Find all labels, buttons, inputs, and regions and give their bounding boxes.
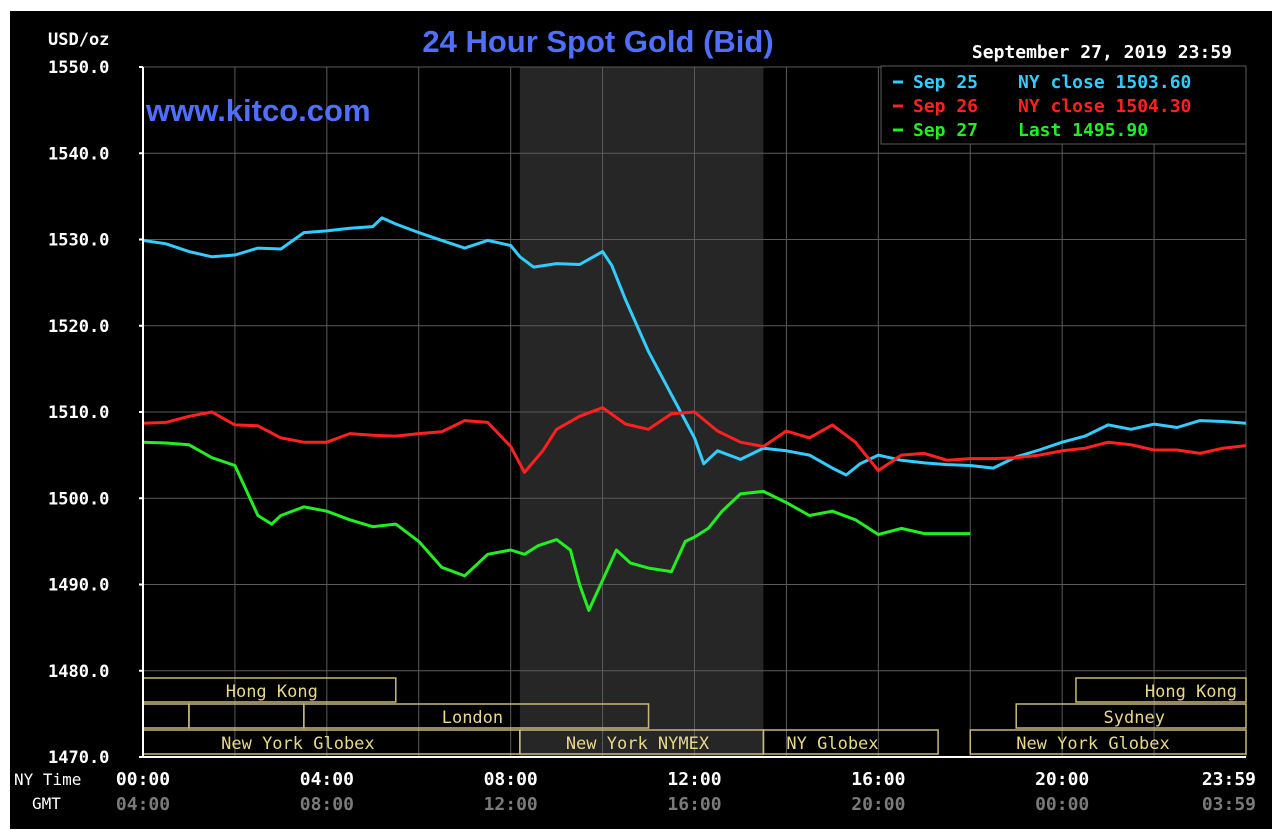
y-tick-label: 1470.0	[48, 748, 109, 768]
session-label: Hong Kong	[1145, 682, 1237, 702]
series-line	[142, 216, 1247, 477]
y-tick-label: 1500.0	[48, 489, 109, 509]
x-tick-label-gmt: 12:00	[484, 794, 538, 815]
x-tick-label-ny: 16:00	[851, 769, 905, 790]
session-label: London	[442, 708, 503, 728]
session-bar	[1075, 677, 1247, 703]
legend-date: Sep 26	[913, 96, 978, 117]
x-tick-label-ny: 08:00	[484, 769, 538, 790]
legend-box	[880, 65, 1247, 145]
y-tick-label: 1530.0	[48, 231, 109, 251]
y-tick-label: 1490.0	[48, 576, 109, 596]
x-tick-label-ny: 00:00	[116, 769, 170, 790]
x-tick-label-gmt: 03:59	[1202, 794, 1256, 815]
x-tick-label-gmt: 00:00	[1035, 794, 1089, 815]
x-tick-label-ny: 12:00	[667, 769, 721, 790]
session-label: New York Globex	[221, 734, 375, 754]
x-tick-label-ny: 04:00	[300, 769, 354, 790]
session-label: NY Globex	[786, 734, 878, 754]
gmt-row-label: GMT	[32, 794, 61, 813]
session-label: New York NYMEX	[566, 734, 710, 754]
ny-time-row-label: NY Time	[14, 770, 81, 789]
x-tick-label-ny: 23:59	[1202, 769, 1256, 790]
legend-label: NY close 1503.60	[1018, 72, 1191, 93]
session-bars: Hong Kong Hong Kong London Sydney New York G…	[142, 677, 1247, 755]
x-tick-label-gmt: 16:00	[667, 794, 721, 815]
y-tick-label: 1540.0	[48, 144, 109, 164]
x-tick-label-gmt: 08:00	[300, 794, 354, 815]
series-line	[142, 440, 971, 612]
x-tick-label-gmt: 20:00	[851, 794, 905, 815]
date-label: September 27, 2019 23:59	[972, 42, 1232, 63]
session-label: Sydney	[1104, 708, 1165, 728]
session-bar	[303, 703, 650, 729]
session-bar	[1015, 703, 1247, 729]
y-axis-unit: USD/oz	[48, 30, 109, 50]
legend: Sep 25 NY close 1503.60 Sep 26 NY close 150…	[880, 65, 1247, 145]
x-tick-label-ny: 20:00	[1035, 769, 1089, 790]
legend-date: Sep 27	[913, 120, 978, 141]
y-tick-label: 1510.0	[48, 403, 109, 423]
x-tick-label-gmt: 04:00	[116, 794, 170, 815]
legend-label: Last 1495.90	[1018, 120, 1148, 141]
session-label: New York Globex	[1016, 734, 1170, 754]
price-lines	[142, 216, 1247, 612]
site-label: www.kitco.com	[145, 93, 371, 128]
series-line	[142, 406, 1247, 474]
legend-label: NY close 1504.30	[1018, 96, 1191, 117]
axes: 1550.0 1540.0 1530.0 1520.0 1510.0 1500.0 1490…	[48, 58, 1256, 815]
legend-date: Sep 25	[913, 72, 978, 93]
session-label: Hong Kong	[226, 682, 318, 702]
session-bar	[762, 729, 939, 755]
session-bar	[969, 729, 1247, 755]
chart-title: 24 Hour Spot Gold (Bid)	[422, 24, 773, 59]
y-tick-label: 1520.0	[48, 317, 109, 337]
y-tick-label: 1480.0	[48, 662, 109, 682]
y-tick-label: 1550.0	[48, 58, 109, 78]
